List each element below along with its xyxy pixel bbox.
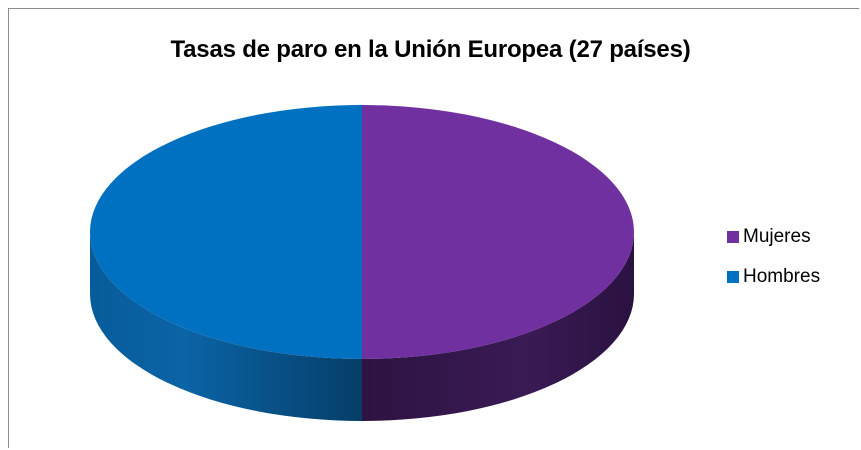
legend-swatch-hombres bbox=[727, 271, 739, 283]
legend: Mujeres Hombres bbox=[727, 226, 820, 306]
legend-item-mujeres: Mujeres bbox=[727, 226, 820, 248]
pie-slice-hombres bbox=[90, 105, 362, 359]
legend-swatch-mujeres bbox=[727, 231, 739, 243]
pie-slice-hombres-side bbox=[90, 232, 362, 421]
legend-label-mujeres: Mujeres bbox=[743, 226, 811, 247]
legend-label-hombres: Hombres bbox=[743, 266, 821, 287]
pie-slice-mujeres bbox=[362, 105, 634, 359]
pie-slice-mujeres-side bbox=[362, 232, 634, 421]
legend-item-hombres: Hombres bbox=[727, 266, 820, 288]
chart-title: Tasas de paro en la Unión Europea (27 pa… bbox=[170, 36, 691, 63]
